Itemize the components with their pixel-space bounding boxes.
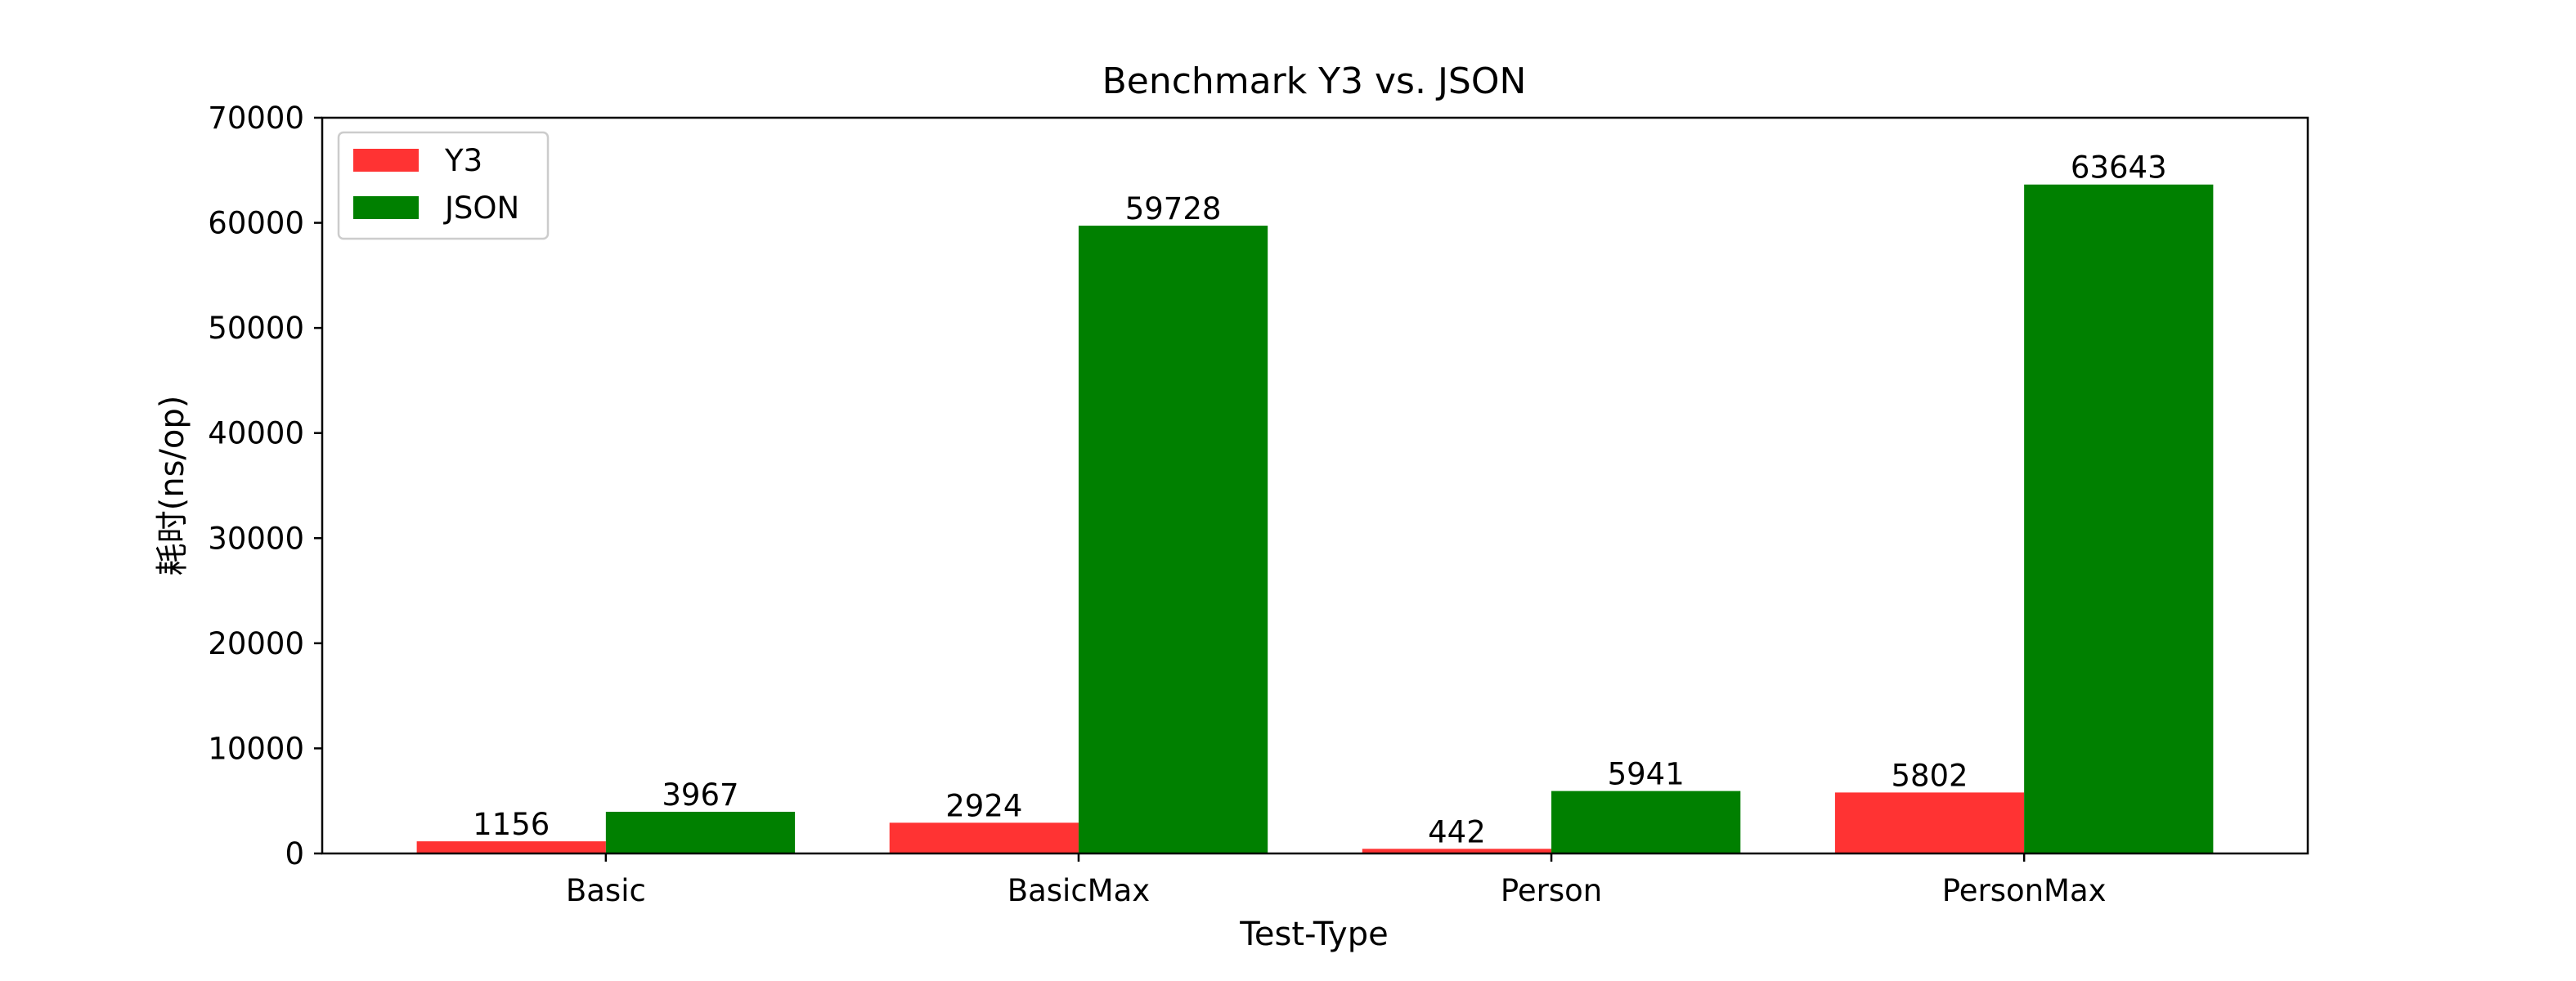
y-axis: 0 10000 20000 30000 40000 50000 60000 70000 <box>208 101 322 871</box>
bar-json-basicmax <box>1078 226 1268 853</box>
y-tick-label: 50000 <box>208 311 304 346</box>
y-tick-label: 20000 <box>208 626 304 661</box>
data-label-json-person: 5941 <box>1608 757 1685 792</box>
data-label-y3-basic: 1156 <box>473 807 550 842</box>
legend-swatch-y3 <box>353 149 419 172</box>
data-label-y3-basicmax: 2924 <box>945 788 1022 823</box>
legend: Y3 JSON <box>337 131 550 240</box>
x-tick-label: PersonMax <box>1942 873 2107 908</box>
bars-group <box>416 184 2214 854</box>
data-label-json-personmax: 63643 <box>2071 150 2167 186</box>
data-labels-group: 1156 2924 442 5802 3967 59728 5941 63643 <box>473 150 2166 850</box>
legend-label-json: JSON <box>443 190 519 226</box>
data-label-json-basicmax: 59728 <box>1125 191 1222 226</box>
data-label-y3-personmax: 5802 <box>1891 758 1968 793</box>
plot-frame <box>321 116 2309 855</box>
bar-y3-basic <box>416 841 606 853</box>
x-axis-label: Test-Type <box>1239 916 1388 953</box>
data-label-json-basic: 3967 <box>662 777 738 813</box>
x-axis: Basic BasicMax Person PersonMax <box>566 853 2107 908</box>
bar-y3-basicmax <box>889 822 1079 853</box>
y-tick-label: 30000 <box>208 521 304 556</box>
bar-json-person <box>1551 791 1741 853</box>
y-tick-label: 70000 <box>208 101 304 136</box>
chart-title: Benchmark Y3 vs. JSON <box>1102 60 1527 102</box>
bar-json-basic <box>605 811 796 853</box>
data-label-y3-person: 442 <box>1428 814 1486 849</box>
bar-y3-personmax <box>1834 792 2025 853</box>
x-tick-label: Basic <box>566 873 646 908</box>
legend-swatch-json <box>353 196 419 219</box>
y-tick-label: 40000 <box>208 416 304 451</box>
x-tick-label: Person <box>1501 873 1602 908</box>
y-axis-label: 耗时(ns/op) <box>154 396 191 576</box>
y-tick-label: 10000 <box>208 731 304 766</box>
bar-y3-person <box>1362 849 1552 853</box>
x-tick-label: BasicMax <box>1008 873 1150 908</box>
bar-json-personmax <box>2024 184 2214 854</box>
y-tick-label: 60000 <box>208 206 304 241</box>
y-tick-label: 0 <box>285 836 304 871</box>
legend-label-y3: Y3 <box>444 143 482 178</box>
